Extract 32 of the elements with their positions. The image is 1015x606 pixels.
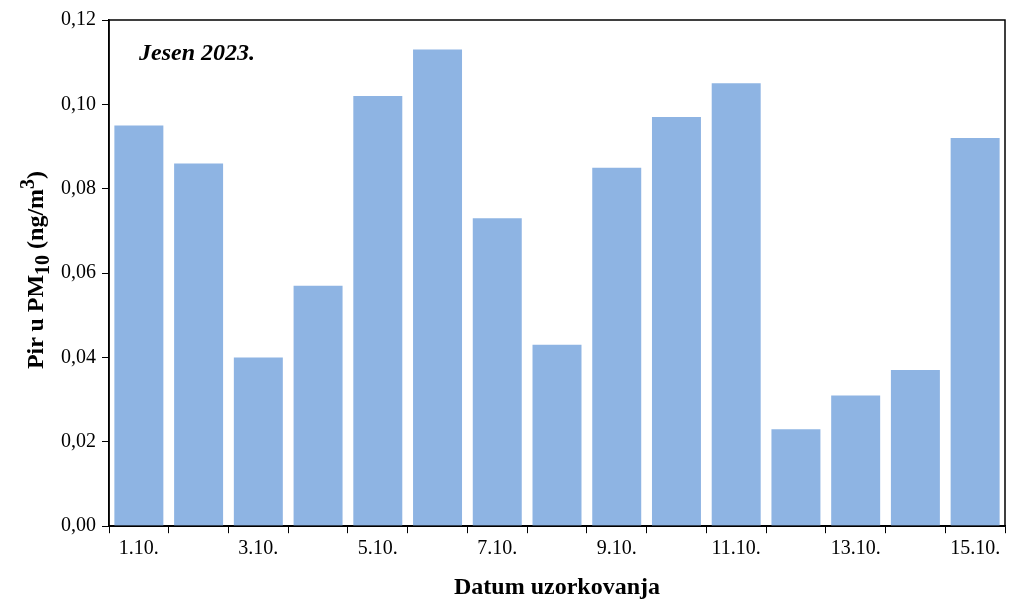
bar <box>890 370 940 526</box>
bar <box>413 49 463 526</box>
y-tick-label: 0,10 <box>61 91 96 114</box>
x-tick-label: 11.10. <box>711 536 761 559</box>
bar <box>472 218 522 526</box>
x-tick-label: 7.10. <box>477 536 518 559</box>
bar <box>293 285 343 526</box>
bar <box>233 357 283 526</box>
y-tick-label: 0,00 <box>61 513 96 536</box>
bar <box>950 138 1000 526</box>
bar <box>353 95 403 526</box>
x-tick-label: 9.10. <box>596 536 637 559</box>
bar <box>592 167 642 526</box>
bar <box>771 429 821 526</box>
x-tick-label: 3.10. <box>238 536 279 559</box>
bar <box>651 117 701 526</box>
x-axis-title: Datum uzorkovanja <box>453 572 661 599</box>
x-tick-label: 13.10. <box>830 536 881 559</box>
y-tick-label: 0,12 <box>61 7 96 30</box>
annotation: Jesen 2023. <box>138 39 255 66</box>
x-tick-label: 1.10. <box>118 536 159 559</box>
bar <box>114 125 164 526</box>
x-tick-label: 5.10. <box>357 536 398 559</box>
bar <box>831 395 881 526</box>
y-tick-label: 0,06 <box>61 260 96 283</box>
bar <box>174 163 224 526</box>
bar <box>711 83 761 526</box>
y-tick-label: 0,08 <box>61 175 96 198</box>
bar <box>532 344 582 526</box>
y-tick-label: 0,02 <box>61 429 96 452</box>
x-tick-label: 15.10. <box>950 536 1001 559</box>
y-tick-label: 0,04 <box>61 344 96 367</box>
